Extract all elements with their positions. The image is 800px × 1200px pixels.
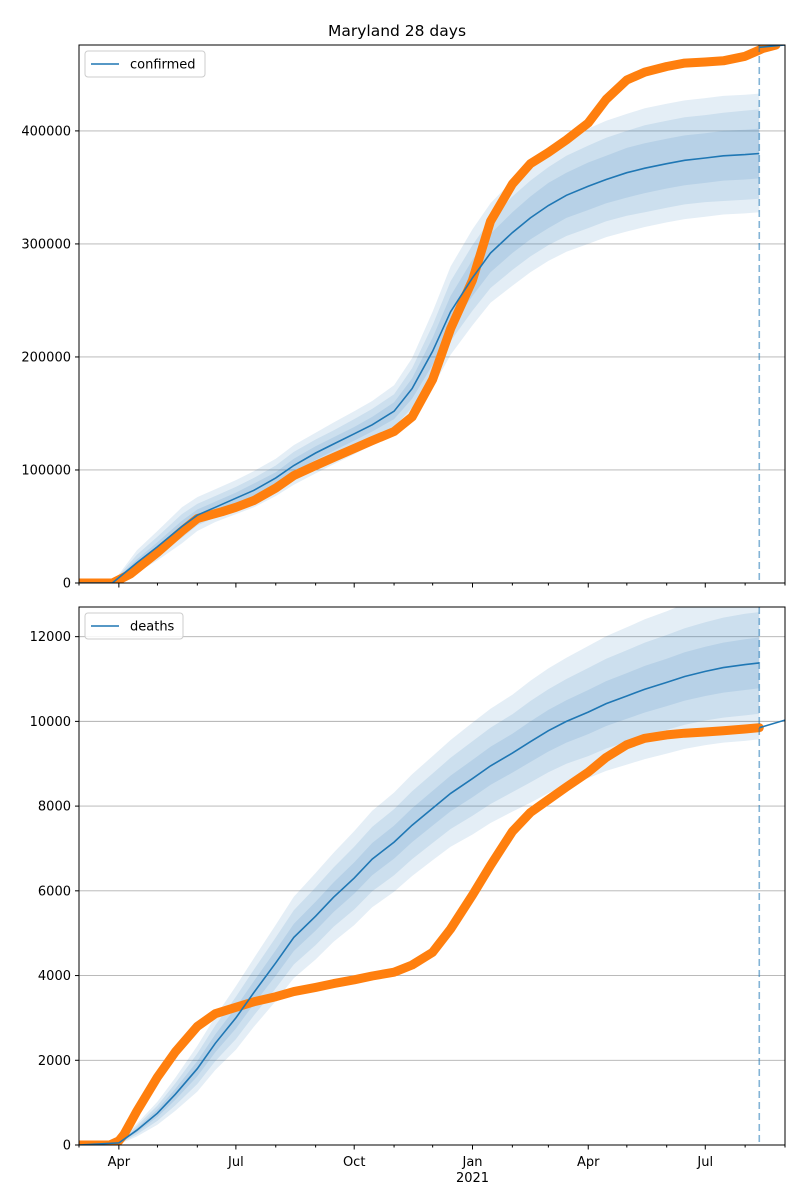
- legend-entry-label: confirmed: [130, 58, 196, 73]
- chart-title: Maryland 28 days: [328, 22, 466, 40]
- confirmed-panel: 0 100000 200000 300000 400000 confirmed: [21, 44, 786, 592]
- y-tick-label: 12000: [30, 630, 71, 645]
- y-tick-label: 0: [63, 577, 71, 592]
- deaths-panel: 0 2000 4000 6000 8000 10000 12000 Apr Jul Oct Jan A…: [30, 606, 786, 1186]
- legend-entry-label: deaths: [130, 620, 175, 635]
- y-tick-label: 100000: [21, 463, 71, 478]
- axes-frame: [78, 44, 786, 584]
- projection-line: [759, 719, 785, 729]
- y-tick-label: 0: [63, 1139, 71, 1154]
- legend: confirmed: [84, 50, 206, 78]
- uncertainty-band-middle: [79, 612, 760, 1145]
- plot-area: [79, 607, 785, 1145]
- legend-box: [84, 50, 206, 78]
- x-tick-label: Jul: [696, 1155, 713, 1170]
- uncertainty-band-outer: [79, 607, 760, 1145]
- uncertainty-band-middle: [79, 109, 760, 583]
- y-tick-label: 10000: [30, 715, 71, 730]
- x-year-label: 2021: [456, 1171, 489, 1186]
- x-tick-label: Jan: [461, 1155, 482, 1170]
- y-tick-label: 6000: [38, 884, 71, 899]
- x-tick-label: Apr: [108, 1155, 131, 1170]
- y-tick-label: 200000: [21, 350, 71, 365]
- legend: deaths: [84, 612, 184, 640]
- y-tick-label: 2000: [38, 1054, 71, 1069]
- uncertainty-band-outer: [79, 93, 760, 583]
- observed-line: [79, 723, 764, 1145]
- uncertainty-band-inner: [79, 637, 760, 1145]
- x-tick-label: Jul: [227, 1155, 244, 1170]
- y-tick-label: 8000: [38, 800, 71, 815]
- observed-line: [79, 45, 781, 583]
- legend-box: [84, 612, 184, 640]
- x-tick-label: Apr: [577, 1155, 600, 1170]
- y-tick-label: 400000: [21, 124, 71, 139]
- x-tick-label: Oct: [343, 1155, 365, 1170]
- y-tick-label: 4000: [38, 969, 71, 984]
- uncertainty-band-inner: [79, 128, 760, 583]
- y-tick-label: 300000: [21, 237, 71, 252]
- plot-area: [79, 45, 785, 583]
- model-line: [79, 662, 760, 1145]
- model-line: [79, 152, 760, 583]
- axes-frame: [78, 606, 786, 1146]
